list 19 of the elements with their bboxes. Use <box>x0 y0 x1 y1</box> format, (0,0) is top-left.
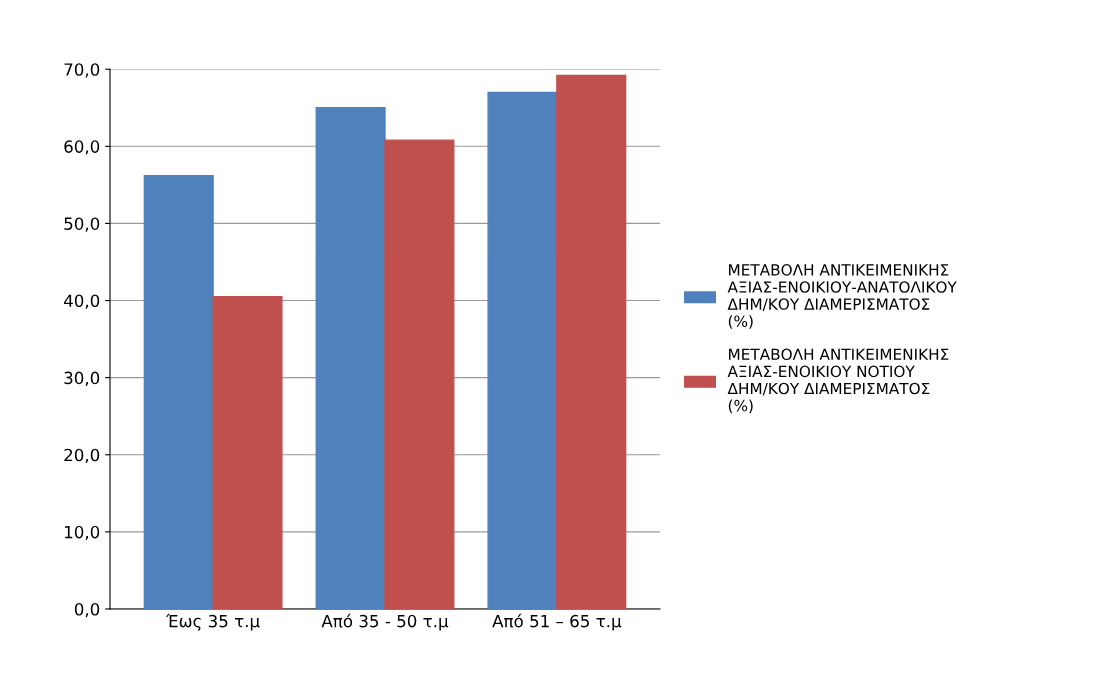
bar <box>556 74 627 609</box>
x-tick-label: Από 35 - 50 τ.μ <box>321 613 449 631</box>
y-tick-label: 60,0 <box>64 140 100 155</box>
bar <box>143 174 214 609</box>
legend-label: ΜΕΤΑΒΟΛΗ ΑΝΤΙΚΕΙΜΕΝΙΚΗΣ ΑΞΙΑΣ-ΕΝΟΙΚΙΟΥ-ΑΝΑΤΟΛΙΚΟΥ ΔΗΜ/ΚΟΥ ΔΙΑΜΕΡΙΣΜΑΤΟΣ (%) <box>727 264 957 329</box>
y-tick-label: 0,0 <box>74 602 100 618</box>
legend-label: ΜΕΤΑΒΟΛΗ ΑΝΤΙΚΕΙΜΕΝΙΚΗΣ ΑΞΙΑΣ-ΕΝΟΙΚΙΟΥ ΝΟΤΙΟΥ ΔΗΜ/ΚΟΥ ΔΙΑΜΕΡΙΣΜΑΤΟΣ (%) <box>727 348 949 414</box>
y-tick-label: 20,0 <box>64 448 100 464</box>
y-tick-label: 10,0 <box>65 525 100 541</box>
bar <box>384 139 455 609</box>
y-tick-label: 30,0 <box>64 371 100 386</box>
y-tick-label: 70,0 <box>64 63 100 78</box>
y-tick-label: 50,0 <box>64 217 100 232</box>
x-tick-label: Από 51 – 65 τ.μ <box>492 613 622 631</box>
y-tick-label: 40,0 <box>63 294 100 309</box>
x-tick-label: Έως 35 τ.μ <box>165 613 260 631</box>
bar <box>487 91 558 609</box>
bar <box>212 295 283 609</box>
bar <box>315 107 386 609</box>
